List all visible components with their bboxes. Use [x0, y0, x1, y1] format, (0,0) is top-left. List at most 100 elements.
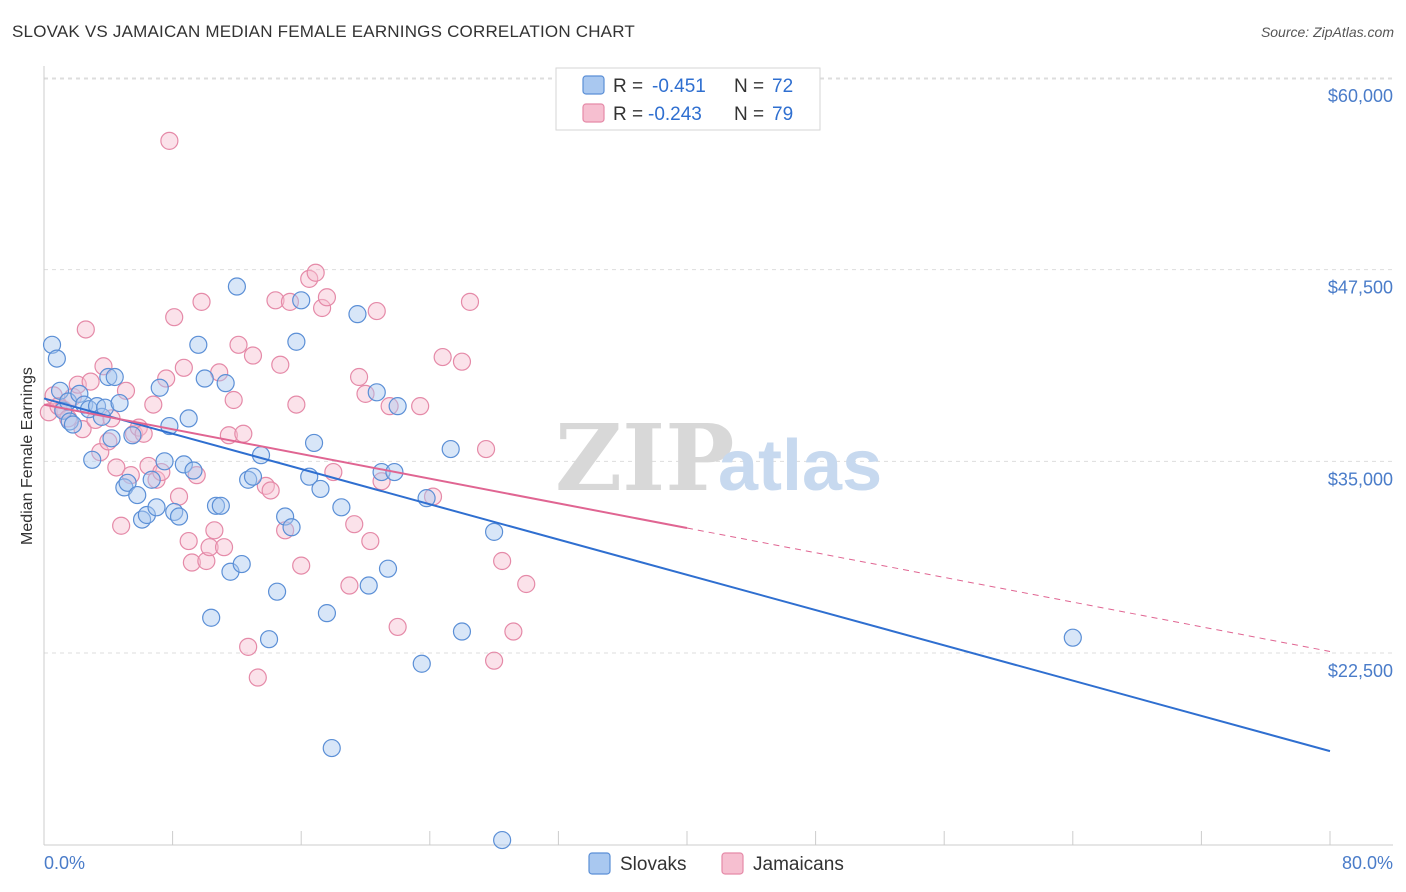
- point-slovak: [317, 604, 337, 623]
- point-slovak: [367, 383, 386, 402]
- point-slovak: [195, 369, 214, 388]
- point-jamaican: [485, 651, 504, 670]
- legend-n-value-slovaks: 72: [772, 76, 793, 97]
- point-jamaican: [179, 531, 198, 551]
- point-jamaican: [224, 390, 243, 410]
- source-label: Source: ZipAtlas.com: [1260, 24, 1394, 40]
- point-slovak: [227, 277, 246, 296]
- point-jamaican: [157, 369, 176, 388]
- point-jamaican: [340, 576, 359, 595]
- point-slovak: [388, 397, 407, 416]
- legend-r-value-jamaicans: -0.243: [648, 104, 702, 125]
- point-slovak: [292, 291, 311, 310]
- point-slovak: [452, 622, 472, 641]
- point-slovak: [348, 305, 367, 324]
- point-slovak: [42, 335, 62, 354]
- point-jamaican: [504, 622, 523, 641]
- y-tick-labels: $22,500 $35,000 $47,500 $60,000: [1328, 86, 1393, 681]
- point-slovak: [123, 426, 142, 445]
- point-slovak: [378, 559, 398, 578]
- point-jamaican: [144, 395, 163, 414]
- point-slovak: [311, 479, 330, 499]
- trendline-slovaks: [43, 397, 1331, 753]
- point-slovak: [485, 522, 504, 541]
- point-jamaican: [165, 308, 184, 327]
- point-slovak: [60, 412, 79, 431]
- point-jamaican: [112, 516, 131, 535]
- point-jamaican: [312, 298, 332, 318]
- point-jamaican: [234, 424, 253, 443]
- point-slovak: [83, 450, 102, 469]
- point-jamaican: [452, 352, 472, 371]
- x-tick-max: 80.0%: [1342, 853, 1393, 873]
- point-jamaican: [160, 131, 179, 150]
- point-slovak: [63, 415, 83, 434]
- point-jamaican: [433, 347, 452, 367]
- point-slovak: [232, 554, 251, 574]
- point-jamaican: [317, 288, 337, 307]
- legend-n-label-slovaks: N =: [734, 76, 764, 97]
- point-jamaican: [214, 538, 234, 557]
- point-jamaican: [200, 538, 219, 557]
- legend-n-label-jamaicans: N =: [734, 104, 764, 125]
- point-slovak: [243, 467, 263, 486]
- axes: [43, 66, 1393, 846]
- point-jamaican: [271, 355, 290, 374]
- point-jamaican: [39, 403, 58, 422]
- legend-r-label-jamaicans: R =: [613, 104, 643, 125]
- point-slovak: [102, 429, 121, 448]
- point-jamaican: [205, 521, 224, 540]
- point-slovak: [142, 470, 161, 489]
- point-slovak: [1063, 628, 1082, 647]
- point-jamaican: [192, 292, 211, 311]
- point-slovak: [322, 738, 341, 758]
- point-slovak: [304, 433, 324, 453]
- point-slovak: [147, 498, 166, 517]
- trendlines: [43, 397, 1331, 753]
- point-jamaican: [94, 357, 113, 376]
- point-slovak: [179, 409, 198, 428]
- point-jamaican: [248, 668, 267, 687]
- point-slovak: [150, 378, 169, 397]
- point-slovak: [105, 367, 124, 387]
- point-jamaican: [460, 292, 480, 311]
- point-jamaican: [229, 335, 248, 354]
- point-slovak: [412, 654, 431, 673]
- point-slovak: [287, 332, 306, 351]
- y-tick-label: $60,000: [1328, 86, 1393, 106]
- y-axis-label: Median Female Earnings: [19, 367, 36, 545]
- point-jamaican: [152, 462, 171, 482]
- point-jamaican: [517, 574, 536, 594]
- point-jamaican: [261, 481, 280, 500]
- point-slovak: [259, 630, 279, 649]
- legend-n-value-jamaicans: 79: [772, 104, 793, 125]
- y-tick-label: $47,500: [1328, 278, 1393, 298]
- point-slovak: [493, 830, 512, 850]
- point-slovak: [128, 485, 147, 505]
- point-slovak: [239, 470, 258, 489]
- watermark-atlas: atlas: [718, 426, 882, 506]
- point-slovak: [189, 335, 208, 354]
- point-slovak: [174, 455, 193, 474]
- point-jamaican: [476, 439, 496, 459]
- point-jamaican: [411, 397, 430, 416]
- point-jamaican: [174, 358, 193, 377]
- point-jamaican: [345, 515, 364, 534]
- chart-title: SLOVAK VS JAMAICAN MEDIAN FEMALE EARNING…: [12, 22, 635, 41]
- point-slovak: [267, 582, 287, 601]
- point-jamaican: [388, 617, 407, 637]
- x-tick-min: 0.0%: [44, 853, 85, 873]
- point-jamaican: [292, 556, 311, 575]
- bottom-legend-label-slovaks: Slovaks: [620, 854, 687, 875]
- watermark-zip: ZIP: [555, 404, 734, 512]
- point-slovak: [251, 446, 271, 465]
- point-jamaican: [367, 301, 386, 321]
- point-slovak: [211, 496, 230, 515]
- series-slovaks-points: [42, 277, 1082, 850]
- point-slovak: [216, 374, 235, 393]
- point-slovak: [47, 349, 66, 368]
- y-tick-label: $35,000: [1328, 469, 1393, 489]
- point-slovak: [282, 518, 301, 537]
- point-slovak: [169, 507, 189, 526]
- trendline-jamaicans-extrapolated: [686, 527, 1331, 652]
